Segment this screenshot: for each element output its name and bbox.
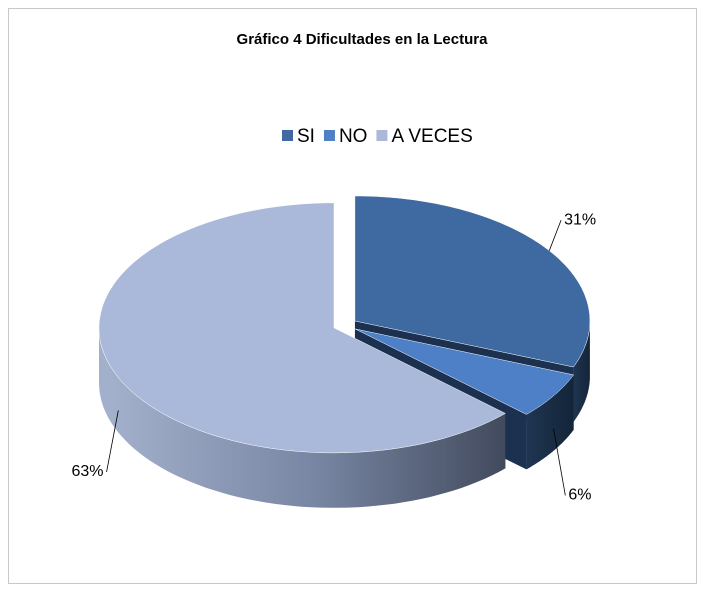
slice-side — [526, 374, 574, 470]
pie: 31% 6% 63% — [72, 195, 596, 508]
data-label: 6% — [568, 487, 591, 504]
legend-label: SI — [297, 126, 315, 147]
legend: SI NO A VECES — [282, 126, 473, 147]
slice — [98, 202, 506, 454]
slice — [354, 195, 591, 368]
data-label: 31% — [564, 211, 596, 228]
leader-line — [548, 220, 562, 251]
legend-label: NO — [339, 126, 368, 147]
chart-title: Gráfico 4 Dificultades en la Lectura — [237, 31, 489, 48]
leader-line — [106, 410, 119, 473]
slice-side — [573, 321, 590, 422]
slice — [354, 328, 575, 415]
legend-swatch — [376, 130, 388, 141]
legend-swatch — [282, 130, 293, 141]
legend-swatch — [323, 130, 335, 141]
leader-line — [553, 428, 566, 496]
data-label: 63% — [72, 463, 104, 480]
slice-side — [99, 327, 506, 508]
legend-label: A VECES — [391, 126, 472, 147]
